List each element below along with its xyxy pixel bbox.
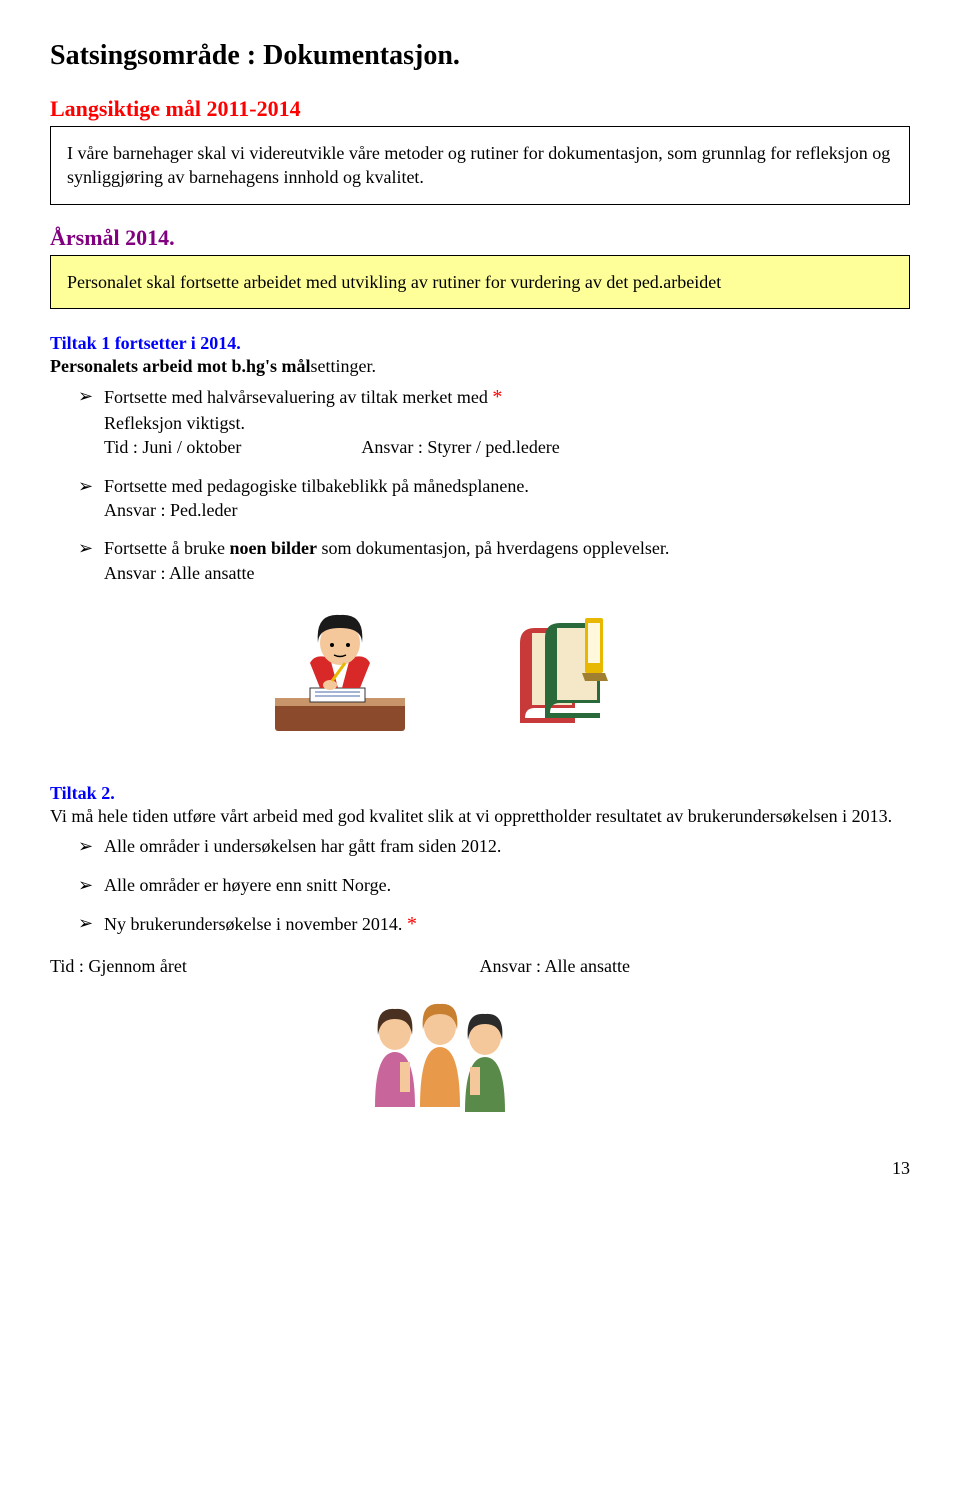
tiltak1-sub-bold: Personalets arbeid mot b.hg's mål	[50, 356, 311, 376]
b3-post: som dokumentasjon, på hverdagens oppleve…	[317, 538, 669, 558]
page-number: 13	[50, 1158, 910, 1179]
b1-tid: Tid : Juni / oktober	[104, 435, 241, 459]
tiltak2-bullet-1: Alle områder i undersøkelsen har gått fr…	[78, 834, 910, 858]
tiltak2-footer: Tid : Gjennom året Ansvar : Alle ansatte	[50, 956, 910, 977]
b1-line1: Fortsette med halvårsevaluering av tilta…	[104, 387, 492, 407]
tiltak1-bullet-2: Fortsette med pedagogiske tilbakeblikk p…	[78, 474, 910, 523]
tiltak2-bullet-2: Alle områder er høyere enn snitt Norge.	[78, 873, 910, 897]
section2-box: Personalet skal fortsette arbeidet med u…	[50, 255, 910, 309]
red-star-1: *	[492, 386, 502, 408]
section1-box: I våre barnehager skal vi videreutvikle …	[50, 126, 910, 205]
t2b3-text: Ny brukerundersøkelse i november 2014.	[104, 914, 407, 934]
tiltak1-heading: Tiltak 1 fortsetter i 2014.	[50, 333, 910, 354]
b1-line3: Tid : Juni / oktober Ansvar : Styrer / p…	[104, 435, 910, 459]
tiltak1-sub-rest: settinger.	[311, 356, 377, 376]
b3-pre: Fortsette å bruke	[104, 538, 229, 558]
tiltak2-tid: Tid : Gjennom året	[50, 956, 187, 977]
clipart-person-writing	[270, 603, 410, 743]
clipart-people-group	[350, 987, 530, 1137]
tiltak2-heading: Tiltak 2.	[50, 783, 910, 804]
clipart-row	[270, 603, 910, 743]
b3-bold: noen bilder	[229, 538, 317, 558]
tiltak2-ansvar: Ansvar : Alle ansatte	[480, 956, 630, 977]
red-star-2: *	[407, 913, 417, 935]
section2-heading: Årsmål 2014.	[50, 225, 910, 251]
b2-line2: Ansvar : Ped.leder	[104, 500, 237, 520]
tiltak1-bullet-1: Fortsette med halvårsevaluering av tilta…	[78, 384, 910, 460]
tiltak2-bullets: Alle områder i undersøkelsen har gått fr…	[50, 834, 910, 938]
tiltak2-bullet-3: Ny brukerundersøkelse i november 2014. *	[78, 911, 910, 938]
section1-heading: Langsiktige mål 2011-2014	[50, 96, 910, 122]
tiltak2-intro: Vi må hele tiden utføre vårt arbeid med …	[50, 804, 910, 828]
tiltak1-bullets: Fortsette med halvårsevaluering av tilta…	[50, 384, 910, 585]
b3-line2: Ansvar : Alle ansatte	[104, 563, 254, 583]
page-title: Satsingsområde : Dokumentasjon.	[50, 40, 910, 72]
b1-line2: Refleksjon viktigst.	[104, 413, 245, 433]
b1-ansvar: Ansvar : Styrer / ped.ledere	[361, 435, 559, 459]
b2-line1: Fortsette med pedagogiske tilbakeblikk p…	[104, 476, 529, 496]
clipart-books	[490, 603, 630, 743]
tiltak1-bullet-3: Fortsette å bruke noen bilder som dokume…	[78, 536, 910, 585]
tiltak1-subheading: Personalets arbeid mot b.hg's målsetting…	[50, 354, 910, 378]
